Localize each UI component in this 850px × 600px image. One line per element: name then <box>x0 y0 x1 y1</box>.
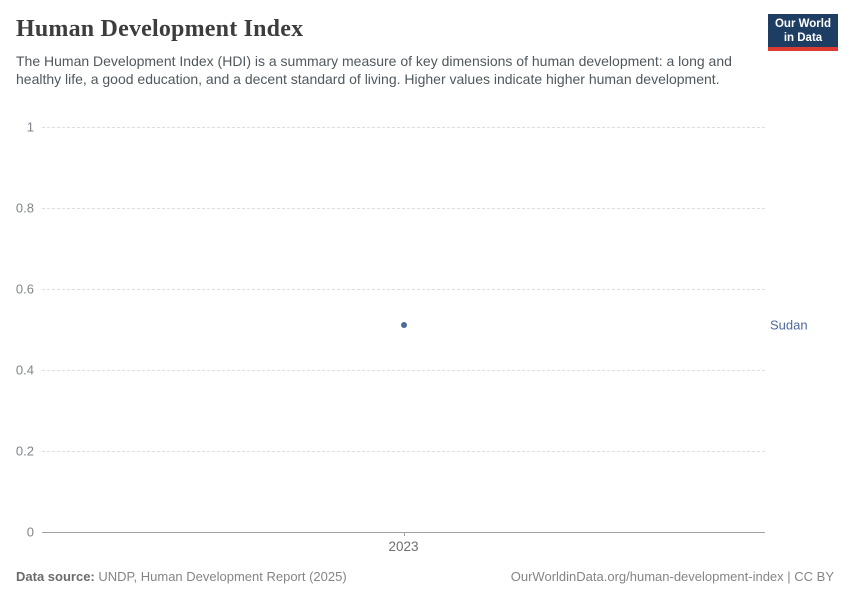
series-label-sudan[interactable]: Sudan <box>770 317 808 333</box>
data-source-text: UNDP, Human Development Report (2025) <box>94 569 347 584</box>
y-gridline <box>42 208 765 209</box>
x-axis-tick-label: 2023 <box>388 539 419 554</box>
y-gridline <box>42 370 765 371</box>
citation-link[interactable]: OurWorldinData.org/human-development-ind… <box>510 569 834 584</box>
y-gridline <box>42 289 765 290</box>
y-axis-tick-label: 1 <box>26 119 34 135</box>
y-axis-tick-label: 0 <box>26 524 34 540</box>
y-gridline <box>42 451 765 452</box>
data-point-sudan[interactable] <box>400 322 407 329</box>
page-title: Human Development Index <box>16 16 304 42</box>
chart-footer: Data source: UNDP, Human Development Rep… <box>16 569 834 584</box>
y-axis-tick-label: 0.8 <box>15 200 34 216</box>
x-axis-tick-mark <box>403 532 405 536</box>
chart-subtitle: The Human Development Index (HDI) is a s… <box>16 53 732 87</box>
data-source-label: Data source: <box>16 569 95 584</box>
y-axis-tick-label: 0.2 <box>15 443 34 459</box>
owid-logo-red-bar <box>768 47 838 51</box>
y-axis-tick-label: 0.6 <box>15 281 34 297</box>
owid-logo-text: Our World in Data <box>768 14 838 47</box>
y-axis-tick-label: 0.4 <box>15 362 34 378</box>
owid-logo[interactable]: Our World in Data <box>768 14 838 51</box>
y-gridline <box>42 127 765 128</box>
data-source-note: Data source: UNDP, Human Development Rep… <box>16 569 347 584</box>
